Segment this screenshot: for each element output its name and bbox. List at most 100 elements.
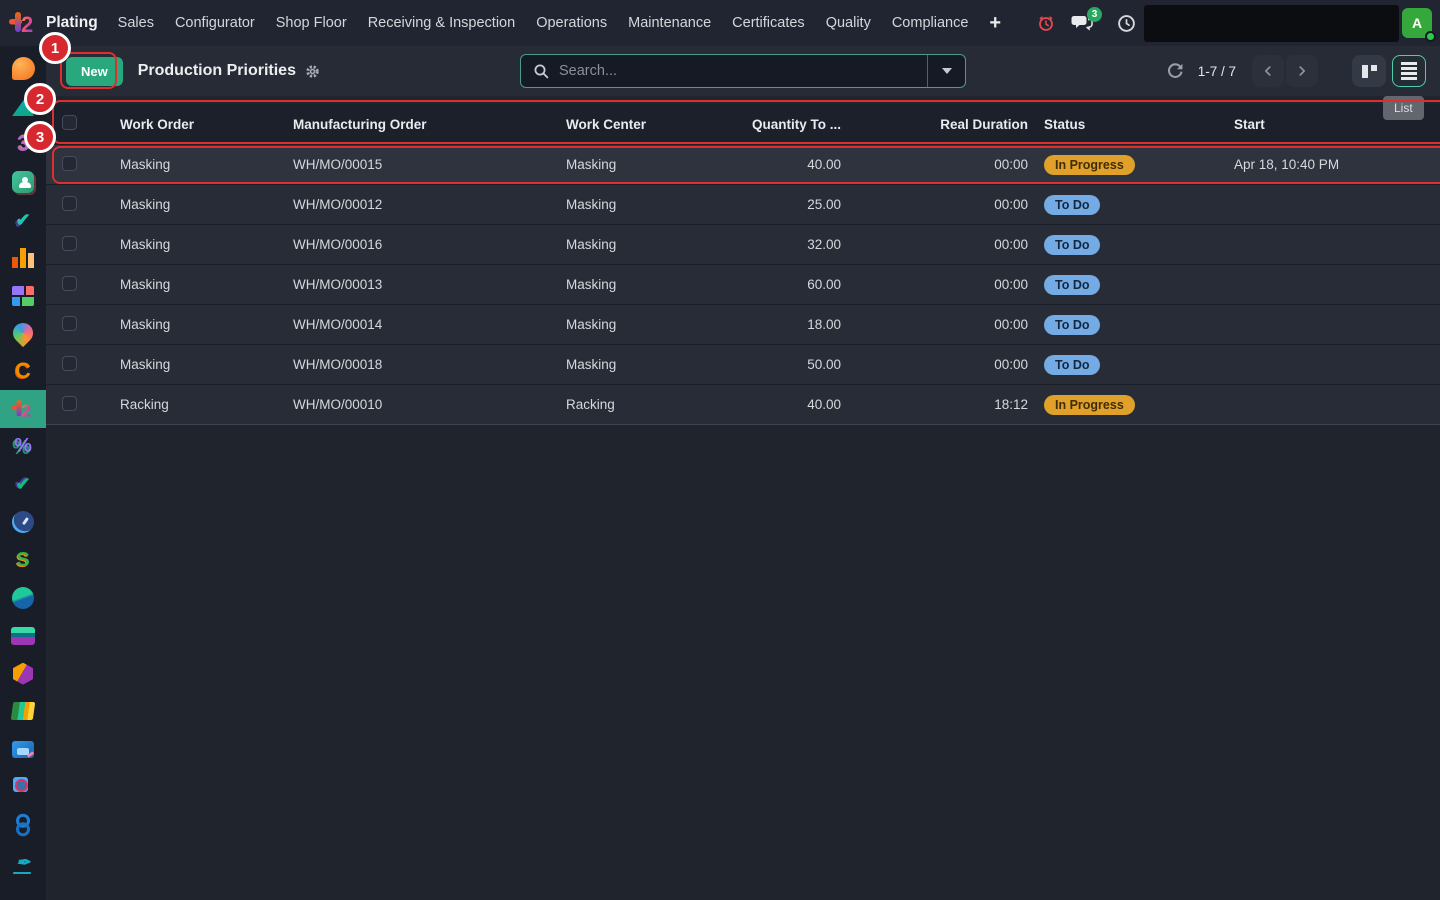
svg-text:2: 2 [21,400,31,420]
search-input[interactable] [559,63,927,79]
percent-app-glyph: % [14,435,32,458]
table-row[interactable]: Masking WH/MO/00013 Masking 60.00 00:00 To Do [46,264,1440,304]
table-row[interactable]: Masking WH/MO/00018 Masking 50.00 00:00 To Do [46,344,1440,384]
check-teal-app-glyph: ✔ [15,474,31,495]
sidebar-app-doc-search-app-icon[interactable] [0,768,46,806]
nav-menu-item-operations[interactable]: Operations [536,15,608,31]
nav-menu-item-certificates[interactable]: Certificates [732,15,805,31]
status-badge: To Do [1044,274,1101,295]
sidebar-app-bar-chart-app-icon[interactable] [0,239,46,277]
sidebar-app-books-app-icon[interactable] [0,693,46,731]
sidebar-app-globe-app-icon[interactable] [0,579,46,617]
pager-previous-button[interactable] [1252,55,1284,87]
nav-menu-item-configurator[interactable]: Configurator [174,15,255,31]
cell-quantity: 60.00 [807,277,841,292]
cell-real-duration: 00:00 [994,277,1028,292]
sidebar-app-check-teal-app-icon[interactable]: ✔ [0,466,46,504]
sidebar-app-clock-app-icon[interactable] [0,504,46,542]
cell-manufacturing-order: WH/MO/00016 [293,237,383,252]
status-badge: In Progress [1044,394,1135,415]
app-name[interactable]: Plating [46,14,98,31]
column-header-work-center[interactable]: Work Center [566,116,647,132]
svg-text:2: 2 [21,12,33,37]
nav-menu-item-quality[interactable]: Quality [825,15,871,31]
gear-icon[interactable] [305,64,320,79]
row-checkbox[interactable] [62,315,77,331]
sidebar-app-check-duo-app-icon[interactable]: ✔ [0,201,46,239]
column-header-manufacturing-order[interactable]: Manufacturing Order [293,116,427,132]
sidebar-app-contacts-icon[interactable] [0,163,46,201]
sidebar-app-layers-app-icon[interactable] [0,617,46,655]
kanban-view-button[interactable] [1352,55,1386,87]
cell-status: To Do [1036,314,1232,335]
search-bar [520,54,966,88]
cell-manufacturing-order: WH/MO/00018 [293,357,383,372]
nav-menu-item-receiving-inspection[interactable]: Receiving & Inspection [367,15,516,31]
sidebar-app-triangle-app-icon[interactable] [0,88,46,126]
user-avatar[interactable]: A [1402,8,1436,42]
row-checkbox-cell [46,275,88,294]
select-all-checkbox[interactable] [62,115,77,130]
table-row[interactable]: Masking WH/MO/00012 Masking 25.00 00:00 To Do [46,184,1440,224]
odoo-logo[interactable]: 2 [0,0,46,46]
nav-menu-item-shop-floor[interactable]: Shop Floor [275,15,347,31]
sidebar-app-signature-app-icon[interactable]: ✒ [0,844,46,882]
messages-icon[interactable]: 3 [1071,7,1102,32]
nav-plus-button[interactable]: + [989,12,1002,34]
nav-menu-item-maintenance[interactable]: Maintenance [628,15,712,31]
row-checkbox[interactable] [62,155,77,171]
row-checkbox-cell [46,235,88,254]
column-header-quantity[interactable]: Quantity To ... [752,116,841,132]
refresh-icon[interactable] [1166,62,1184,80]
table-row[interactable]: Masking WH/MO/00016 Masking 32.00 00:00 To Do [46,224,1440,264]
cell-quantity: 18.00 [807,317,841,332]
cell-work-center: Masking [566,197,617,212]
column-header-work-order[interactable]: Work Order [120,116,195,132]
sidebar-app-letter-c-app-icon[interactable]: C [0,352,46,390]
cell-work-center: Masking [566,317,617,332]
plating-logo-icon: 2 [9,12,33,37]
table-row[interactable]: Masking WH/MO/00014 Masking 18.00 00:00 To Do [46,304,1440,344]
search-filters-toggle[interactable] [927,55,965,87]
sidebar-app-plating-icon[interactable]: 2 [0,390,46,428]
sidebar-app-blocks-app-icon[interactable] [0,277,46,315]
view-switcher [1352,55,1426,87]
sidebar-app-percent-app-icon[interactable]: % [0,428,46,466]
row-checkbox-cell [46,355,88,374]
cell-status: To Do [1036,234,1232,255]
main-content: New Production Priorities [46,46,1440,900]
activity-clock-icon[interactable] [1037,14,1055,32]
row-checkbox[interactable] [62,395,77,411]
row-checkbox-cell [46,195,88,214]
cell-status: In Progress [1036,154,1232,175]
cell-real-duration: 00:00 [994,237,1028,252]
sidebar-app-board-app-icon[interactable] [0,730,46,768]
sidebar-app-map-pin-app-icon[interactable] [0,315,46,353]
nav-menu: Sales Configurator Shop Floor Receiving & I… [118,11,969,35]
sidebar-app-dot-app-icon[interactable] [0,882,46,900]
sidebar-app-hexagon-app-icon[interactable] [0,655,46,693]
nav-menu-item-compliance[interactable]: Compliance [891,15,969,31]
sidebar-app-letter-s-app-icon[interactable]: S [0,541,46,579]
signature-app-glyph: ✒ [10,850,36,876]
sidebar-app-numeral-three-app-icon[interactable]: 3 [0,126,46,164]
row-checkbox[interactable] [62,275,77,291]
new-button[interactable]: New [66,56,123,86]
sidebar-app-discuss-icon[interactable] [0,50,46,88]
list-view-button[interactable] [1392,55,1426,87]
cell-quantity: 32.00 [807,237,841,252]
row-checkbox[interactable] [62,235,77,251]
sidebar-app-link-app-icon[interactable] [0,806,46,844]
table-row[interactable]: Racking WH/MO/00010 Racking 40.00 18:12 In Pr… [46,384,1440,424]
row-checkbox[interactable] [62,195,77,211]
table-row[interactable]: Masking WH/MO/00015 Masking 40.00 00:00 In Pr… [46,144,1440,184]
nav-menu-item-sales[interactable]: Sales [117,15,154,31]
cell-status: To Do [1036,274,1232,295]
pager-next-button[interactable] [1286,55,1318,87]
contacts-glyph [12,171,34,194]
clock-icon[interactable] [1117,14,1136,33]
table-header-row: Work Order Manufacturing Order Work Cent… [46,104,1440,144]
column-header-status[interactable]: Status [1044,116,1086,132]
row-checkbox[interactable] [62,355,77,371]
column-header-real-duration[interactable]: Real Duration [940,116,1028,132]
